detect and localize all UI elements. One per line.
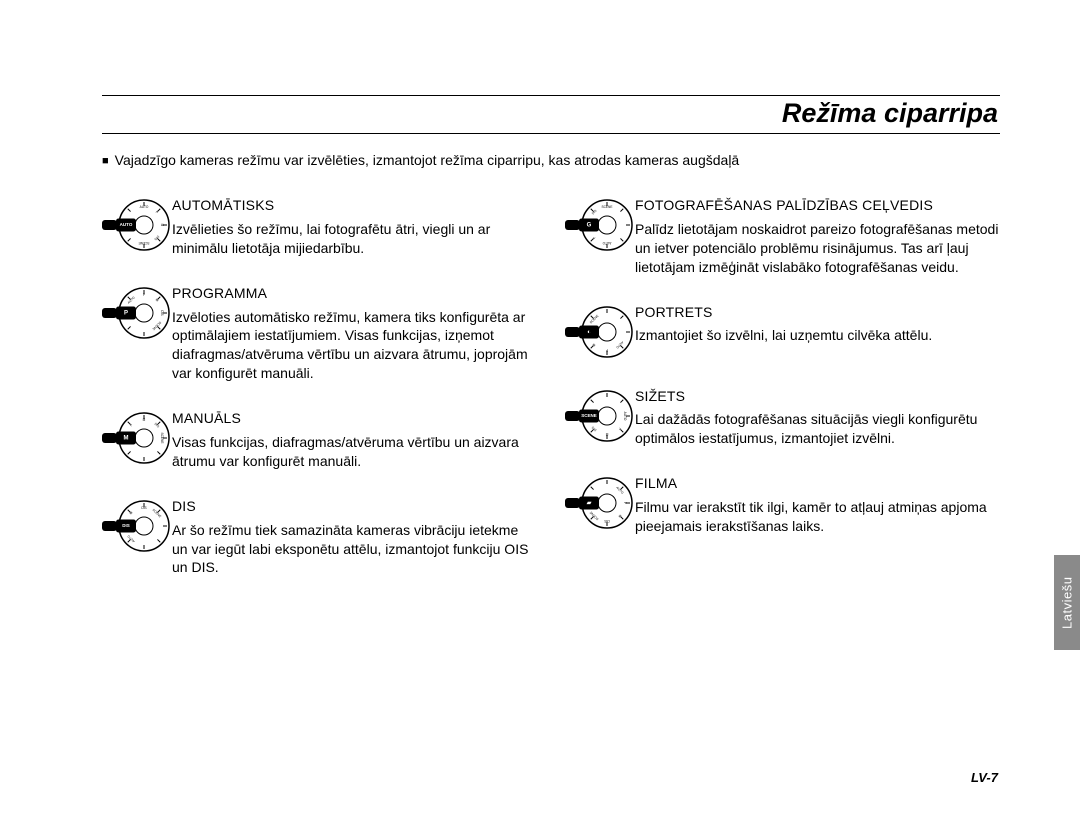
mode-body: Palīdz lietotājam noskaidrot pareizo fot…: [635, 220, 1000, 277]
svg-text:P: P: [124, 310, 128, 316]
mode-dial-icon: AUTOPMDISSCENE P: [102, 284, 172, 342]
mode-title: DIS: [172, 497, 537, 516]
svg-text:SCENE: SCENE: [581, 413, 597, 418]
language-tab: Latviešu: [1054, 555, 1080, 650]
page-number: LV-7: [971, 770, 998, 785]
svg-text:DIS: DIS: [141, 506, 146, 510]
svg-text:SCENE: SCENE: [139, 241, 150, 245]
mode-body: Izmantojiet šo izvēlni, lai uzņemtu cilv…: [635, 326, 1000, 345]
mode-text: PROGRAMMA Izvēloties automātisko režīmu,…: [172, 284, 537, 383]
svg-text:M: M: [124, 436, 129, 442]
columns: AUTOPMDISSCENE AUTO AUTOMĀTISKS Izvēliet…: [102, 196, 1000, 603]
mode-body: Izvēloties automātisko režīmu, kamera ti…: [172, 308, 537, 384]
mode-dial: AUTOPMDISSCENE DIS: [102, 497, 172, 555]
mode-dial-icon: AUTOPMDISSCENE AUTO: [102, 196, 172, 254]
mode-dial: AUTOPMDISSCENE AUTO: [102, 196, 172, 254]
mode-block: AUTOPMDISSCENE ◐ PORTRETS Izmantojiet šo…: [565, 303, 1000, 361]
mode-title: FOTOGRAFĒŠANAS PALĪDZĪBAS CEĻVEDIS: [635, 196, 1000, 215]
svg-text:G: G: [587, 223, 592, 229]
mode-body: Filmu var ierakstīt tik ilgi, kamēr to a…: [635, 498, 1000, 536]
mode-body: Izvēlieties šo režīmu, lai fotografētu ā…: [172, 220, 537, 258]
svg-text:AUTO: AUTO: [623, 411, 627, 420]
mode-dial-icon: AUTOPMDISSCENE ▰: [565, 474, 635, 532]
svg-text:DIS: DIS: [160, 310, 164, 315]
mode-title: AUTOMĀTISKS: [172, 196, 537, 215]
svg-text:M: M: [605, 432, 608, 436]
svg-text:SCENE: SCENE: [602, 205, 613, 209]
column-right: AUTOPMDISSCENE G FOTOGRAFĒŠANAS PALĪDZĪB…: [565, 196, 1000, 603]
intro-bullet: ■: [102, 155, 109, 167]
mode-body: Visas funkcijas, diafragmas/atvēruma vēr…: [172, 433, 537, 471]
mode-body: Ar šo režīmu tiek samazināta kameras vib…: [172, 521, 537, 578]
mode-block: AUTOPMDISSCENE DIS DIS Ar šo režīmu tiek…: [102, 497, 537, 578]
svg-text:◐: ◐: [587, 329, 591, 335]
mode-title: SIŽETS: [635, 387, 1000, 406]
mode-block: AUTOPMDISSCENE P PROGRAMMA Izvēloties au…: [102, 284, 537, 383]
mode-dial: AUTOPMDISSCENE M: [102, 409, 172, 467]
mode-title: MANUĀLS: [172, 409, 537, 428]
mode-text: FOTOGRAFĒŠANAS PALĪDZĪBAS CEĻVEDIS Palīd…: [635, 196, 1000, 277]
mode-title: FILMA: [635, 474, 1000, 493]
mode-block: AUTOPMDISSCENE AUTO AUTOMĀTISKS Izvēliet…: [102, 196, 537, 258]
manual-page: Režīma ciparripa ■ Vajadzīgo kameras rež…: [0, 0, 1080, 837]
mode-text: DIS Ar šo režīmu tiek samazināta kameras…: [172, 497, 537, 578]
svg-text:DIS: DIS: [122, 523, 130, 528]
mode-dial-icon: AUTOPMDISSCENE SCENE: [565, 387, 635, 445]
mode-block: AUTOPMDISSCENE G FOTOGRAFĒŠANAS PALĪDZĪB…: [565, 196, 1000, 277]
mode-dial: AUTOPMDISSCENE ◐: [565, 303, 635, 361]
mode-dial-icon: AUTOPMDISSCENE ◐: [565, 303, 635, 361]
intro-text: Vajadzīgo kameras režīmu var izvēlēties,…: [115, 152, 740, 168]
mode-dial-icon: AUTOPMDISSCENE DIS: [102, 497, 172, 555]
mode-text: SIŽETS Lai dažādās fotografēšanas situāc…: [635, 387, 1000, 449]
mode-block: AUTOPMDISSCENE SCENE SIŽETS Lai dažādās …: [565, 387, 1000, 449]
mode-text: MANUĀLS Visas funkcijas, diafragmas/atvē…: [172, 409, 537, 471]
svg-text:DIS: DIS: [604, 519, 609, 523]
mode-text: FILMA Filmu var ierakstīt tik ilgi, kamē…: [635, 474, 1000, 536]
svg-text:P: P: [623, 502, 627, 504]
intro-line: ■ Vajadzīgo kameras režīmu var izvēlētie…: [102, 152, 1000, 168]
column-left: AUTOPMDISSCENE AUTO AUTOMĀTISKS Izvēliet…: [102, 196, 537, 603]
mode-dial: AUTOPMDISSCENE G: [565, 196, 635, 254]
mode-dial: AUTOPMDISSCENE SCENE: [565, 387, 635, 445]
mode-dial-icon: AUTOPMDISSCENE G: [565, 196, 635, 254]
page-title: Režīma ciparripa: [102, 98, 1000, 134]
svg-text:AUTO: AUTO: [120, 222, 133, 227]
svg-text:SCENE: SCENE: [160, 433, 164, 444]
mode-dial: AUTOPMDISSCENE ▰: [565, 474, 635, 532]
svg-text:▰: ▰: [586, 501, 592, 507]
mode-title: PROGRAMMA: [172, 284, 537, 303]
mode-text: PORTRETS Izmantojiet šo izvēlni, lai uzņ…: [635, 303, 1000, 346]
mode-block: AUTOPMDISSCENE M MANUĀLS Visas funkcijas…: [102, 409, 537, 471]
mode-title: PORTRETS: [635, 303, 1000, 322]
mode-dial: AUTOPMDISSCENE P: [102, 284, 172, 342]
mode-dial-icon: AUTOPMDISSCENE M: [102, 409, 172, 467]
mode-text: AUTOMĀTISKS Izvēlieties šo režīmu, lai f…: [172, 196, 537, 258]
svg-text:AUTO: AUTO: [602, 241, 611, 245]
svg-text:AUTO: AUTO: [140, 205, 149, 209]
rule-top: [102, 95, 1000, 96]
svg-text:M: M: [160, 224, 164, 227]
svg-text:M: M: [143, 418, 146, 422]
svg-text:P: P: [143, 293, 145, 297]
mode-block: AUTOPMDISSCENE ▰ FILMA Filmu var ierakst…: [565, 474, 1000, 536]
mode-body: Lai dažādās fotografēšanas situācijās vi…: [635, 410, 1000, 448]
svg-text:P: P: [606, 348, 608, 352]
